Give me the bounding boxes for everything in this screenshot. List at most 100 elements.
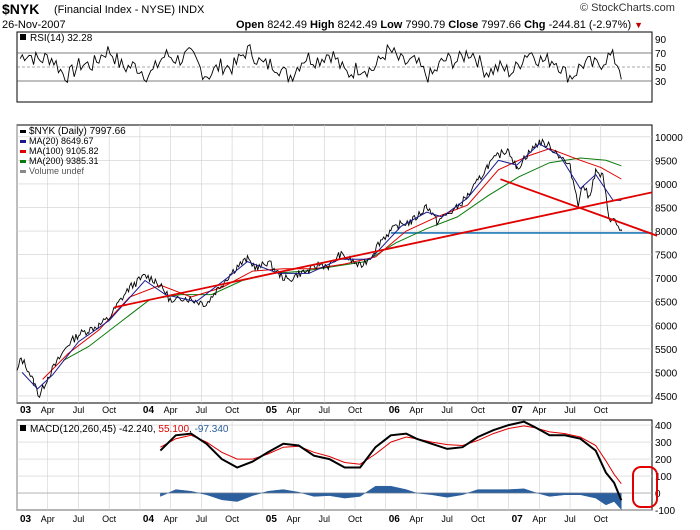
legend-label: MA(20) 8649.67 xyxy=(29,136,94,146)
legend-label: $NYK (Daily) 7997.66 xyxy=(29,126,126,137)
macd-legend-macd: -42.240 xyxy=(119,424,153,435)
rsi-legend-box xyxy=(20,34,26,40)
price-ytick-label: 6000 xyxy=(655,321,678,332)
price-ytick-label: 8500 xyxy=(655,203,678,214)
chg-label: Chg xyxy=(524,19,546,31)
legend-swatch xyxy=(20,170,26,173)
trendline-1 xyxy=(114,191,653,309)
rsi-ytick-label: 90 xyxy=(655,35,667,46)
price-ytick-label: 7500 xyxy=(655,251,678,262)
legend-swatch xyxy=(20,140,26,143)
price-xtick-label: Jul xyxy=(441,405,453,415)
price-xtick-label: Jul xyxy=(564,405,576,415)
price-xtick-label: Oct xyxy=(471,405,486,415)
price-series-group xyxy=(16,138,658,398)
low-value: 7990.79 xyxy=(405,19,446,31)
quote-summary: Open 8242.49 High 8242.49 Low 7990.79 Cl… xyxy=(236,19,643,31)
legend-swatch xyxy=(20,130,26,133)
high-label: High xyxy=(310,19,335,31)
close-value: 7997.66 xyxy=(481,19,522,31)
chg-value: -244.81 (-2.97%) xyxy=(548,19,632,31)
price-ytick-label: 9500 xyxy=(655,156,678,167)
ma100-line xyxy=(42,148,622,380)
macd-ytick-label: 300 xyxy=(655,438,672,449)
macd-xtick-label: 07 xyxy=(512,514,524,525)
macd-ytick-label: 200 xyxy=(655,455,672,466)
price-xtick-label: Apr xyxy=(164,405,178,415)
macd-xtick-label: Oct xyxy=(348,514,363,524)
rsi-ytick-label: 30 xyxy=(655,77,667,88)
macd-ytick-label: 100 xyxy=(655,472,672,483)
price-xtick-label: Jul xyxy=(73,405,85,415)
rsi-legend: RSI(14) 32.28 xyxy=(30,33,93,44)
macd-series-group xyxy=(17,420,652,511)
macd-line xyxy=(159,420,623,501)
macd-x-labels: 03 Apr Jul Oct 04 Apr Jul Oct 05 Apr Jul Oct 06 Apr Ju… xyxy=(20,514,608,525)
low-label: Low xyxy=(380,19,403,31)
macd-signal-line xyxy=(160,425,622,485)
legend-label: MA(200) 9385.31 xyxy=(29,156,99,166)
macd-legend-box xyxy=(20,425,26,431)
macd-xtick-label: Oct xyxy=(594,514,609,524)
macd-xtick-label: Oct xyxy=(471,514,486,524)
price-grid xyxy=(16,125,652,403)
legend-swatch xyxy=(20,150,26,153)
macd-xtick-label: Jul xyxy=(564,514,576,524)
price-xtick-label: Apr xyxy=(532,405,546,415)
macd-legend-text: MACD(120,260,45) -42.240, 55.100, -97.34… xyxy=(30,424,229,435)
legend-label: Volume undef xyxy=(29,166,85,176)
close-label: Close xyxy=(448,19,479,31)
price-ytick-label: 5500 xyxy=(655,345,678,356)
symbol: $NYK xyxy=(2,1,40,17)
macd-histogram xyxy=(160,485,622,511)
price-xtick-label: 07 xyxy=(512,405,524,416)
open-value: 8242.49 xyxy=(267,19,307,31)
price-xtick-label: 06 xyxy=(389,405,401,416)
price-xtick-label: Apr xyxy=(41,405,55,415)
macd-xtick-label: Apr xyxy=(409,514,423,524)
high-value: 8242.49 xyxy=(337,19,378,31)
macd-xtick-label: Oct xyxy=(102,514,117,524)
price-xtick-label: 03 xyxy=(20,405,32,416)
macd-xtick-label: Oct xyxy=(225,514,240,524)
ma20-line xyxy=(21,143,622,390)
price-ticks: 10000 9500 9000 8500 8000 7500 7000 6500 6000 550… xyxy=(655,133,683,403)
price-xtick-label: Jul xyxy=(319,405,331,415)
macd-legend-histogram: -97.340 xyxy=(195,424,229,435)
macd-xtick-label: Apr xyxy=(41,514,55,524)
rsi-series xyxy=(19,43,622,84)
chart-date: 26-Nov-2007 xyxy=(2,19,66,31)
rsi-grid xyxy=(17,52,652,82)
price-xtick-label: Oct xyxy=(348,405,363,415)
price-x-labels: 03 Apr Jul Oct 04 Apr Jul Oct 05 Apr Jul Oct 06 Apr Ju… xyxy=(20,405,608,416)
macd-xtick-label: 06 xyxy=(389,514,401,525)
price-xtick-label: Apr xyxy=(409,405,423,415)
price-ytick-label: 8000 xyxy=(655,227,678,238)
rsi-ytick-label: 50 xyxy=(655,63,667,74)
macd-xtick-label: Apr xyxy=(532,514,546,524)
subtitle: (Financial Index - NYSE) INDX xyxy=(54,4,205,16)
legend-swatch xyxy=(20,160,26,163)
macd-legend: MACD(120,260,45) -42.240, 55.100, -97.34… xyxy=(20,424,229,435)
macd-xtick-label: 03 xyxy=(20,514,32,525)
macd-xtick-label: Jul xyxy=(73,514,85,524)
macd-xtick-label: Jul xyxy=(441,514,453,524)
price-xtick-label: Apr xyxy=(287,405,301,415)
macd-legend-signal: 55.100 xyxy=(158,424,189,435)
macd-highlight-circle xyxy=(632,466,658,508)
price-ytick-label: 6500 xyxy=(655,298,678,309)
price-xtick-label: Oct xyxy=(225,405,240,415)
price-xtick-label: Oct xyxy=(102,405,117,415)
down-triangle-icon: ▼ xyxy=(634,20,644,30)
rsi-ytick-label: 70 xyxy=(655,49,667,60)
price-xtick-label: 04 xyxy=(143,405,155,416)
rsi-line xyxy=(19,43,622,84)
price-ytick-label: 9000 xyxy=(655,180,678,191)
macd-ytick-label: -100 xyxy=(655,506,675,517)
macd-xtick-label: 04 xyxy=(143,514,155,525)
open-label: Open xyxy=(236,19,265,31)
trendline-2 xyxy=(500,178,658,237)
